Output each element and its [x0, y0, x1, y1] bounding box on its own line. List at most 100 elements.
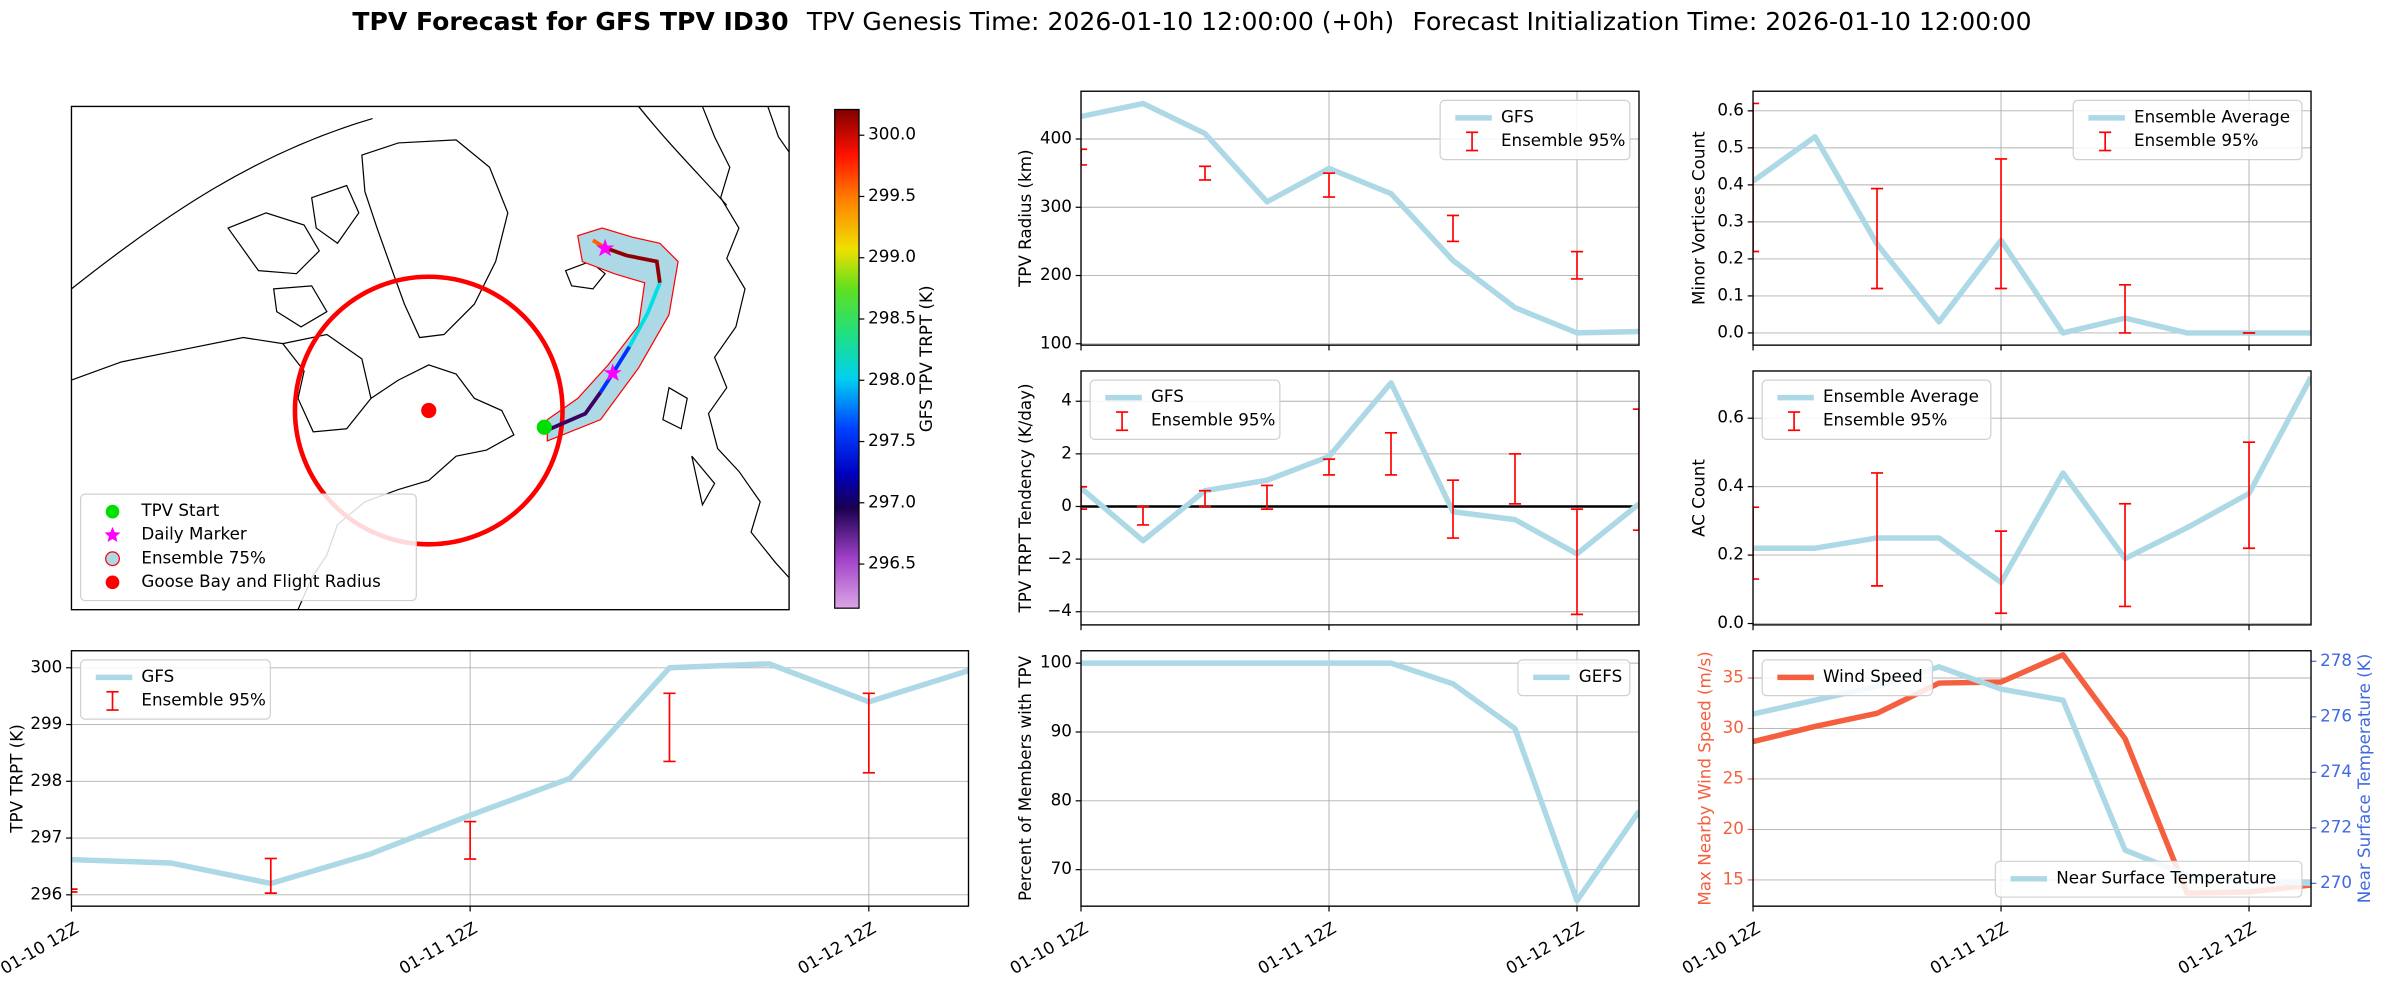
legend-box: [1517, 659, 1631, 697]
errorbar: [464, 820, 477, 860]
chart-panel: 0.0 0.1 0.2 0.3 0.4 0.5 0.6 Ensemble Average Ens…: [1688, 90, 2312, 351]
y-tick-label: 4: [1061, 390, 1072, 410]
x-tick-label: 01-10 12Z: [0, 917, 82, 978]
legend-label: Ensemble 95%: [1823, 410, 1947, 430]
y-tick-label: 297: [30, 827, 62, 847]
errorbar: [1570, 508, 1584, 616]
y-axis-label: AC Count: [1688, 459, 1708, 537]
y2-tick-label: 274: [2320, 761, 2352, 781]
goose-bay: [421, 402, 437, 419]
colorbar-tick-label: 296.5: [868, 553, 916, 573]
y-tick-label: 0.0: [1717, 321, 1744, 341]
series-line: [71, 661, 969, 887]
y-tick-label: −4: [1047, 600, 1072, 620]
y2-tick-label: 276: [2320, 705, 2352, 725]
legend-label: Ensemble 95%: [1151, 410, 1275, 430]
errorbar: [1260, 484, 1274, 510]
y-tick-label: 0.6: [1717, 99, 1744, 119]
series-line: [1081, 100, 1639, 336]
title-main: TPV Forecast for GFS TPV ID30: [352, 7, 788, 36]
legend-marker: [105, 575, 120, 590]
plot-area: [1081, 660, 1639, 904]
y-tick-label: 30: [1723, 717, 1744, 737]
errorbar: [1198, 165, 1212, 181]
y2-axis-label: Near Surface Temperature (K): [2354, 654, 2374, 903]
legend-label: Ensemble Average: [2134, 106, 2290, 126]
legend-marker: [105, 551, 120, 567]
y2-tick-label: 278: [2320, 650, 2352, 670]
errorbar: [1322, 172, 1336, 198]
legend-label: Ensemble Average: [1823, 386, 1979, 406]
map-panel: TPV Start Daily Marker Ensemble 75% Goose B…: [70, 105, 936, 611]
title-genesis: TPV Genesis Time: 2026-01-10 12:00:00 (+…: [806, 7, 1394, 36]
chart-panel: 100 200 300 400 GFS Ensemble 95% TPV Radius (k…: [1015, 90, 1640, 352]
errorbar: [264, 857, 277, 894]
daily-marker: [596, 238, 615, 257]
x-tick-label: 01-10 12Z: [1006, 917, 1091, 978]
y-axis-label: TPV TRPT (K): [7, 724, 27, 834]
track: [549, 391, 603, 431]
y-tick-label: 0.1: [1717, 284, 1744, 304]
errorbar: [2118, 502, 2132, 608]
errorbar: [1570, 250, 1584, 280]
series-line: [1081, 660, 1639, 904]
y-axis-label: Max Nearby Wind Speed (m/s): [1694, 651, 1714, 905]
errorbar: [1753, 102, 1760, 253]
legend-box: [2072, 99, 2303, 161]
errorbar: [1136, 505, 1150, 526]
errorbar: [71, 888, 78, 893]
legend-label: Goose Bay and Flight Radius: [141, 571, 380, 591]
y-axis-label: Minor Vortices Count: [1688, 131, 1708, 305]
legend-box: [1761, 659, 1934, 697]
boundary: [638, 106, 728, 206]
europe: [662, 106, 790, 579]
y-tick-label: 2: [1061, 442, 1072, 462]
y-tick-label: 0: [1061, 495, 1072, 515]
chart-panel: 01-10 12Z 01-11 12Z 01-12 12Z 15 20 25 30 35 270…: [1678, 650, 2374, 978]
legend-label: GFS: [1151, 386, 1184, 406]
y-tick-label: 0.4: [1717, 475, 1744, 495]
legend-label: GEFS: [1579, 666, 1622, 686]
y-tick-label: 300: [30, 656, 62, 676]
y-tick-label: −2: [1047, 548, 1072, 568]
y-tick-label: 300: [1040, 196, 1072, 216]
x-tick-label: 01-12 12Z: [2174, 917, 2259, 978]
y-tick-label: 90: [1051, 720, 1072, 740]
y-tick-label: 15: [1723, 868, 1744, 888]
errorbar: [1753, 506, 1760, 580]
y-tick-label: 400: [1040, 128, 1072, 148]
series-line: [1081, 380, 1639, 557]
tpv-start: [536, 419, 552, 435]
legend-label: Wind Speed: [1823, 666, 1923, 686]
colorbar-tick-label: 298.0: [868, 369, 916, 389]
plot-frame: [1080, 90, 1640, 346]
errorbar: [1446, 214, 1460, 243]
plot-area: [1081, 100, 1639, 336]
ensemble-75-region: [546, 227, 679, 442]
daily-marker: [603, 363, 622, 381]
x-tick-label: 01-11 12Z: [395, 917, 480, 978]
legend-label: Ensemble 95%: [1501, 130, 1625, 150]
y-tick-label: 0.3: [1717, 210, 1744, 230]
errorbar: [1632, 408, 1639, 532]
legend-box: [1761, 379, 1992, 441]
errorbar: [1870, 472, 1884, 587]
chart-panel: 01-10 12Z 01-11 12Z 01-12 12Z 296 297 298 299 3…: [0, 650, 970, 978]
legend-label: Ensemble 75%: [141, 547, 265, 567]
title-init: Forecast Initialization Time: 2026-01-10…: [1412, 7, 2031, 36]
colorbar-tick-label: 299.0: [868, 246, 916, 266]
y-tick-label: 70: [1051, 858, 1072, 878]
plot-area: [1753, 375, 2312, 615]
plot-frame: [1752, 90, 2312, 346]
legend-box: [1994, 860, 2303, 898]
series-line: [1753, 134, 2312, 336]
y-axis-label: TPV TRPT Tendency (K/day): [1015, 383, 1035, 613]
y2-tick-label: 272: [2320, 816, 2352, 836]
legend-label: GFS: [141, 666, 174, 686]
legend-label: Ensemble 95%: [2134, 130, 2258, 150]
errorbar: [1870, 187, 1884, 290]
map-frame: [70, 105, 790, 611]
errorbar: [1994, 530, 2008, 615]
plot-area: [1753, 102, 2312, 336]
